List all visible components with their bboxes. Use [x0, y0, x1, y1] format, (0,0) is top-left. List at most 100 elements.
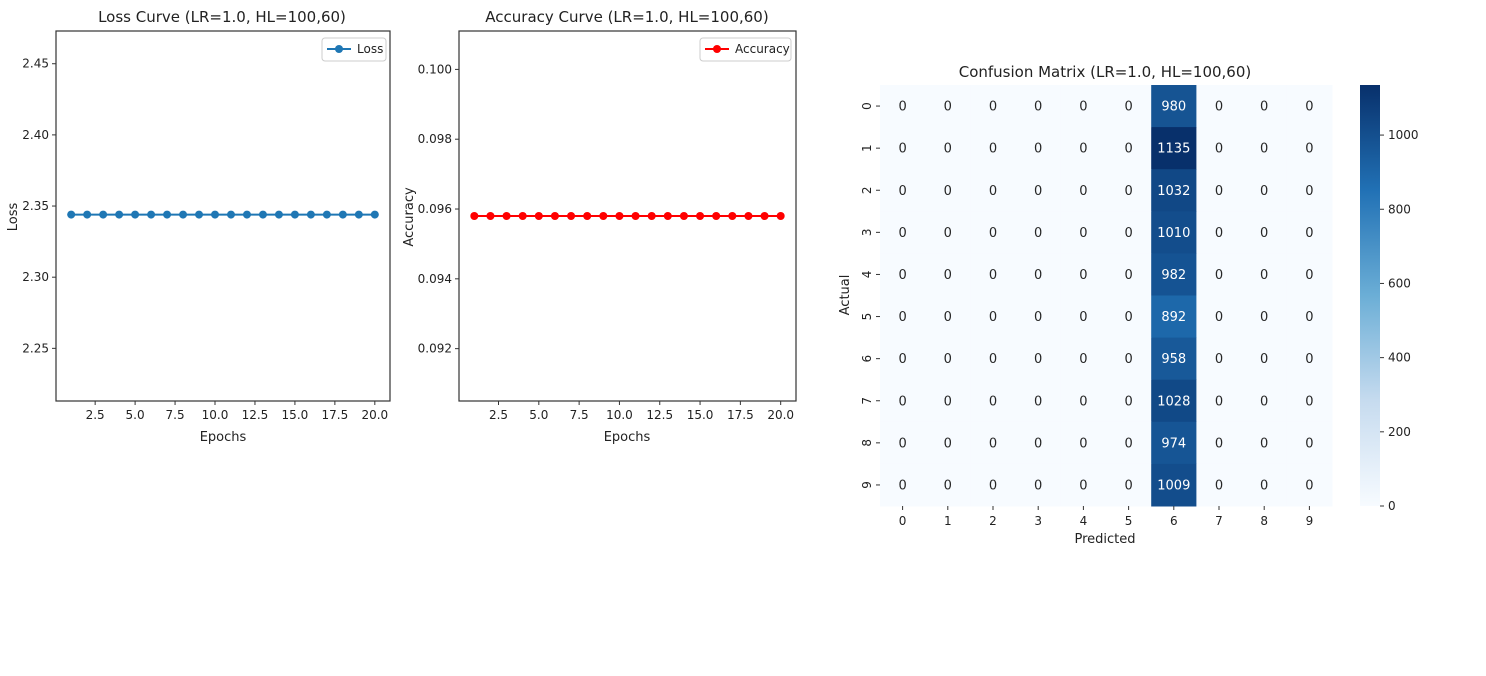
loss-x-tick-label: 20.0 [361, 408, 388, 422]
accuracy-point [486, 212, 495, 220]
matrix-cell-value: 0 [944, 100, 952, 115]
matrix-cell-value: 0 [1034, 310, 1042, 325]
accuracy-x-tick-label: 15.0 [687, 408, 714, 422]
matrix-cell-value: 0 [1124, 352, 1132, 367]
accuracy-point [534, 212, 543, 220]
matrix-cell [1015, 379, 1062, 423]
matrix-cell-value: 0 [1305, 100, 1313, 115]
matrix-cell [1015, 463, 1062, 507]
matrix-x-tick-label: 7 [1215, 514, 1223, 528]
matrix-cell-value: 0 [1079, 226, 1087, 241]
matrix-cell-value: 0 [1079, 352, 1087, 367]
accuracy-legend: Accuracy [699, 37, 792, 62]
matrix-cell [1241, 379, 1288, 423]
matrix-cell-value: 0 [944, 436, 952, 451]
loss-y-tick-label: 2.30 [22, 270, 49, 284]
matrix-cell [970, 379, 1017, 423]
matrix-cell [1106, 169, 1152, 212]
matrix-cell [1151, 211, 1197, 254]
matrix-y-tick-label: 9 [860, 481, 874, 489]
loss-x-tick-label: 12.5 [242, 408, 269, 422]
matrix-cell [1015, 127, 1062, 170]
matrix-cell [1015, 337, 1062, 381]
matrix-cell [1241, 253, 1288, 296]
matrix-x-tick-label: 1 [944, 514, 952, 528]
matrix-cell-value: 0 [1260, 478, 1268, 493]
matrix-cell-value: 0 [898, 142, 906, 157]
matrix-cell [1196, 169, 1243, 212]
loss-chart: Loss Curve (LR=1.0, HL=100,60) 2.5 5.0 7.5… [6, 8, 391, 445]
matrix-cell-value: 0 [1124, 478, 1132, 493]
matrix-cell [1151, 253, 1197, 296]
matrix-cell [1196, 211, 1243, 254]
matrix-cell-value: 0 [1124, 226, 1132, 241]
matrix-cell-value: 0 [1215, 478, 1223, 493]
matrix-cell [880, 379, 926, 423]
matrix-cell [1060, 211, 1107, 254]
matrix-cell [1060, 85, 1107, 128]
loss-y-tick-label: 2.35 [22, 199, 49, 213]
matrix-cell [880, 421, 926, 465]
matrix-cell [925, 379, 971, 423]
matrix-cell [970, 337, 1017, 381]
loss-point [131, 210, 140, 219]
accuracy-point [502, 212, 511, 220]
matrix-cell-value: 0 [898, 100, 906, 115]
matrix-cell-value: 0 [1215, 394, 1223, 409]
matrix-cell-value: 0 [944, 142, 952, 157]
matrix-cell [1106, 85, 1152, 128]
matrix-cell [1060, 463, 1107, 507]
loss-x-ticks: 2.5 5.0 7.5 10.0 12.5 15.0 17.5 20.0 [86, 401, 388, 422]
matrix-cell-value: 0 [944, 394, 952, 409]
matrix-cell-value: 1028 [1157, 394, 1190, 409]
matrix-cell-value: 0 [1034, 268, 1042, 283]
matrix-cell [1106, 253, 1152, 296]
matrix-cell-value: 0 [989, 268, 997, 283]
accuracy-point [631, 212, 640, 220]
matrix-cell [1060, 295, 1107, 339]
matrix-cell [970, 295, 1017, 339]
matrix-y-tick-label: 1 [860, 144, 874, 152]
matrix-cell-value: 0 [1079, 394, 1087, 409]
matrix-y-tick-label: 8 [860, 439, 874, 447]
matrix-cell-value: 0 [1034, 100, 1042, 115]
accuracy-x-tick-label: 12.5 [646, 408, 673, 422]
matrix-cell-value: 0 [989, 226, 997, 241]
accuracy-y-tick-label: 0.096 [418, 202, 452, 216]
loss-legend-marker [335, 45, 343, 53]
loss-point [83, 210, 92, 219]
accuracy-x-tick-label: 5.0 [529, 408, 548, 422]
matrix-cell [1060, 169, 1107, 212]
matrix-cell-value: 0 [1034, 352, 1042, 367]
matrix-cell [1151, 127, 1197, 170]
colorbar-tick-label: 600 [1388, 276, 1411, 290]
loss-point [242, 210, 251, 219]
loss-legend-label: Loss [357, 42, 383, 56]
matrix-y-tick-label: 0 [860, 102, 874, 110]
loss-point [195, 210, 204, 219]
confusion-matrix-title: Confusion Matrix (LR=1.0, HL=100,60) [959, 63, 1252, 81]
matrix-cell-value: 0 [1305, 142, 1313, 157]
matrix-cell-value: 0 [1034, 184, 1042, 199]
matrix-cell-value: 0 [1260, 268, 1268, 283]
matrix-cell-value: 958 [1161, 352, 1186, 367]
accuracy-point [470, 212, 479, 220]
accuracy-point [712, 212, 721, 220]
matrix-cell [1106, 127, 1152, 170]
matrix-cell [1286, 253, 1333, 296]
matrix-cell-value: 0 [1079, 100, 1087, 115]
loss-point [163, 210, 172, 219]
accuracy-point [679, 212, 688, 220]
matrix-cell [1241, 127, 1288, 170]
matrix-cell [1196, 463, 1243, 507]
matrix-cell-value: 0 [1305, 394, 1313, 409]
matrix-cell [1196, 127, 1243, 170]
accuracy-point [518, 212, 527, 220]
matrix-y-tick-label: 2 [860, 186, 874, 194]
matrix-cell-value: 0 [1124, 268, 1132, 283]
matrix-cell [1241, 463, 1288, 507]
loss-plot-frame [55, 30, 391, 402]
matrix-cell-value: 0 [898, 268, 906, 283]
matrix-cell [1015, 295, 1062, 339]
matrix-cell-value: 0 [1124, 142, 1132, 157]
